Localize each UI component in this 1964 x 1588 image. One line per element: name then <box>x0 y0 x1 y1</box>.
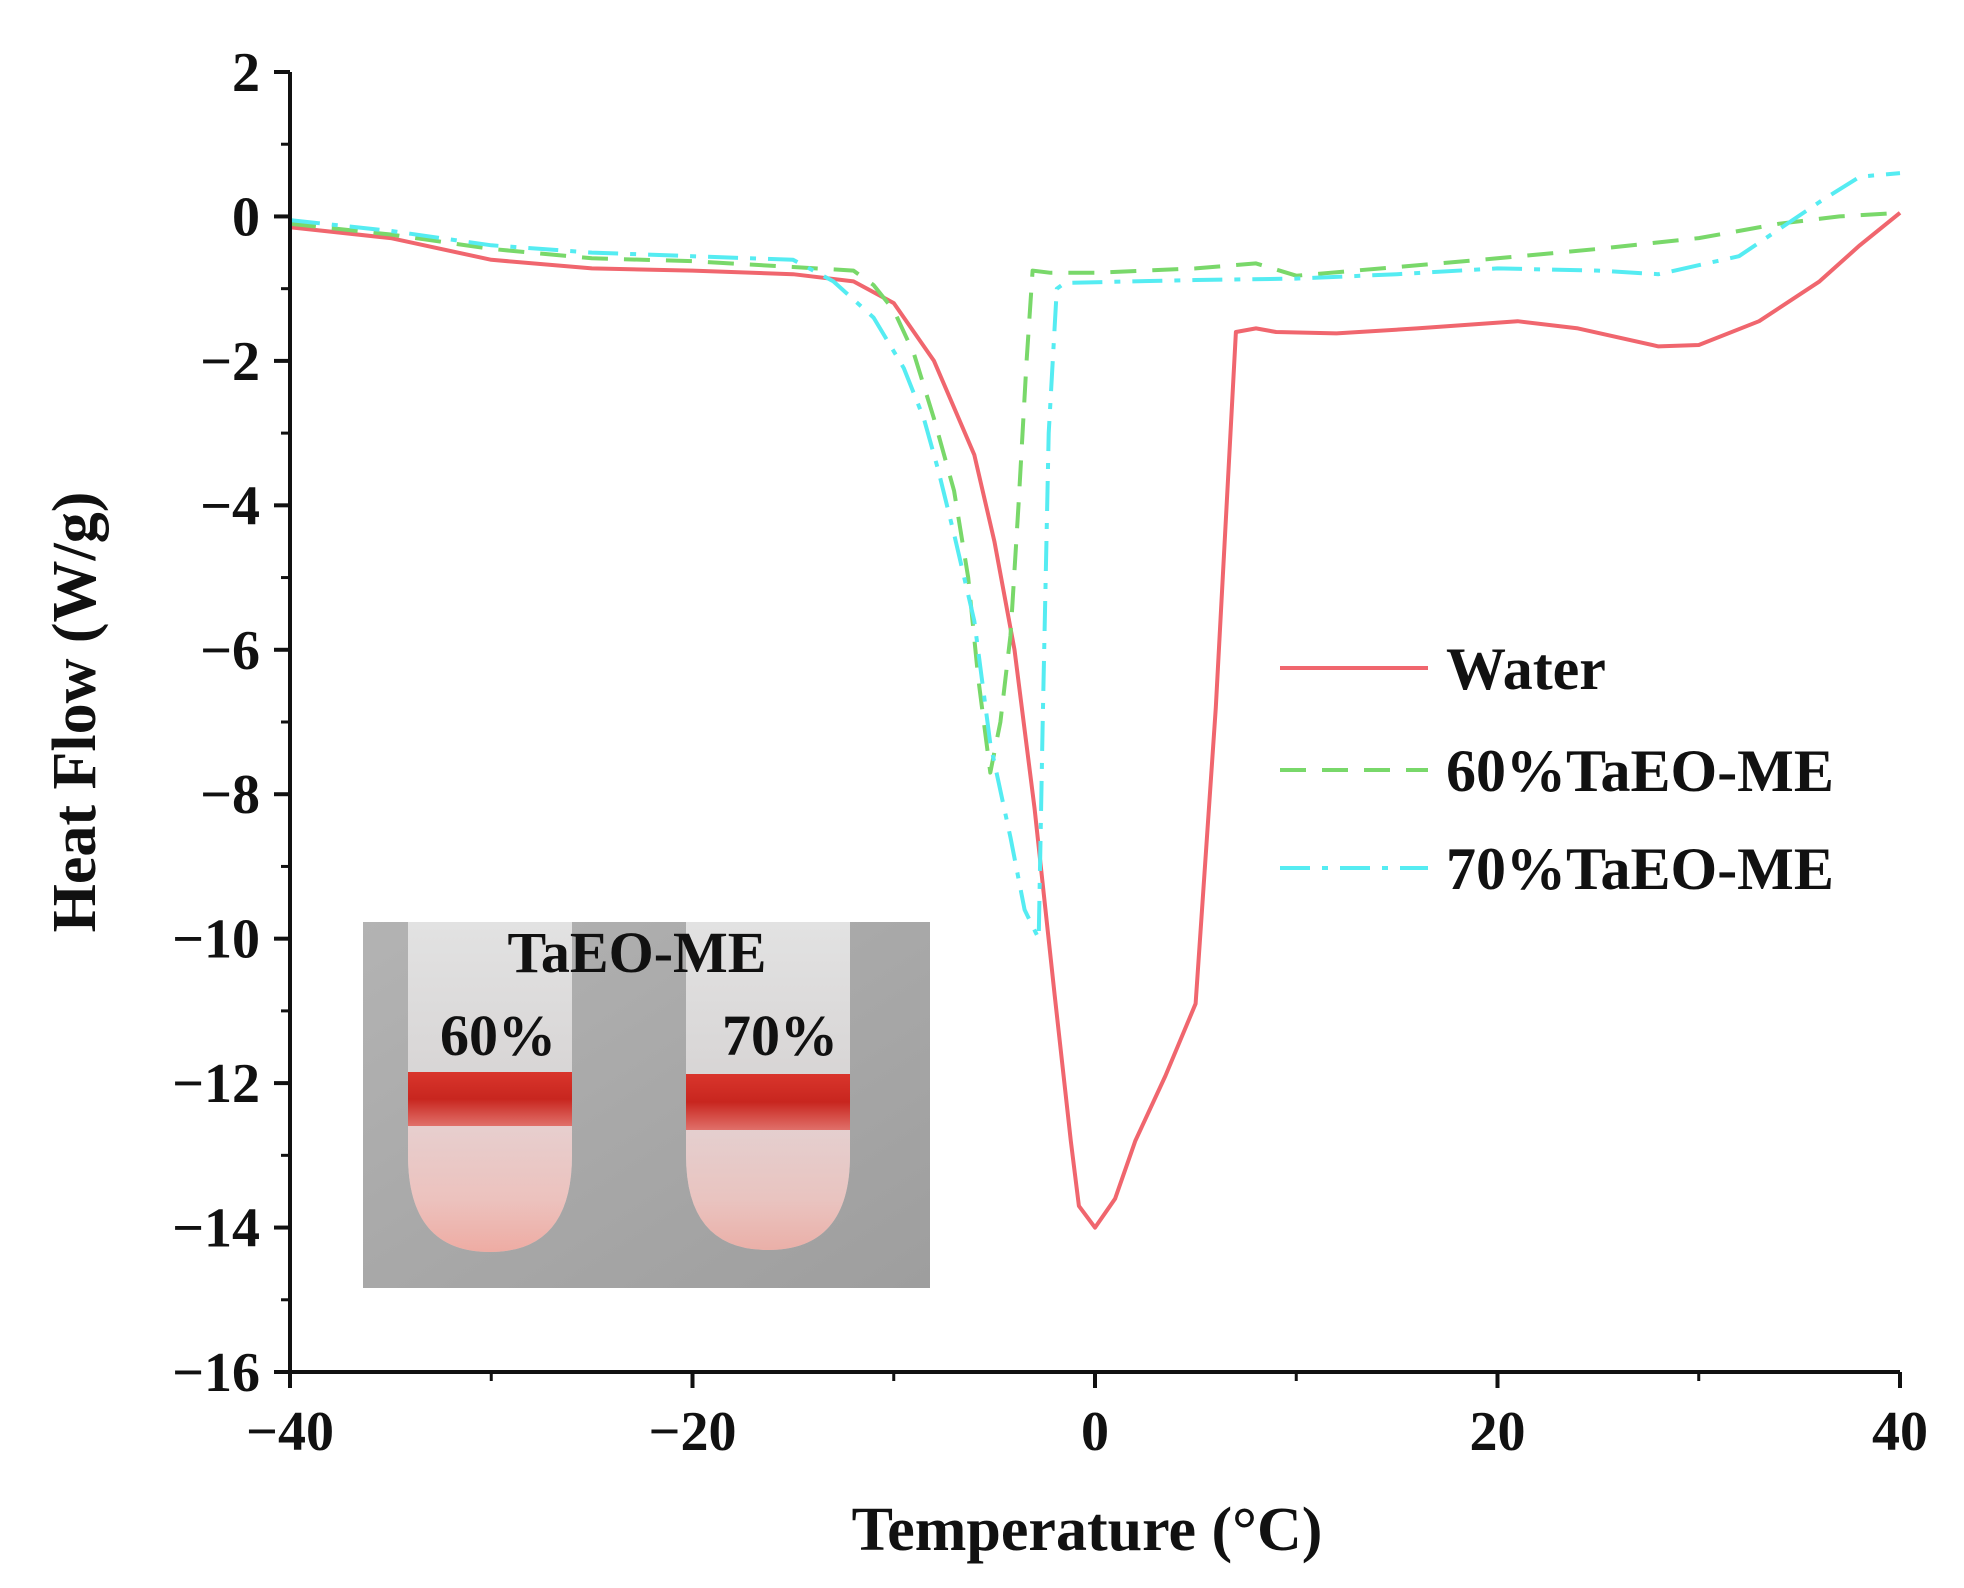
inset-photo: TaEO-ME 60% 70% <box>363 920 930 1288</box>
series-layer <box>289 171 1902 1230</box>
y-tick-label: −10 <box>172 909 260 971</box>
series-line-2 <box>289 171 1901 941</box>
legend-label-water: Water <box>1446 636 1606 702</box>
x-tick-label: −40 <box>246 1401 334 1463</box>
legend-label-60: 60%TaEO-ME <box>1446 738 1834 804</box>
tube-70-liquid <box>686 1125 850 1250</box>
y-tick-label: −2 <box>200 331 260 393</box>
legend: Water 60%TaEO-ME 70%TaEO-ME <box>1280 636 1834 902</box>
x-axis-title: Temperature (°C) <box>852 1496 1323 1564</box>
x-tick-label: 0 <box>1081 1401 1109 1463</box>
y-tick-label: −6 <box>200 620 260 682</box>
y-tick-label: 2 <box>232 42 260 104</box>
y-tick-label: 0 <box>232 186 260 248</box>
tube-60-band <box>408 1072 572 1126</box>
y-tick-label: −16 <box>172 1342 260 1404</box>
series-line-1 <box>289 210 1901 775</box>
inset-label-60: 60% <box>440 1003 556 1068</box>
y-tick-label: −8 <box>200 764 260 826</box>
legend-label-70: 70%TaEO-ME <box>1446 836 1834 902</box>
x-tick-label: 20 <box>1470 1401 1526 1463</box>
x-tick-label: −20 <box>649 1401 737 1463</box>
y-axis-title: Heat Flow (W/g) <box>41 492 109 933</box>
series-line-0 <box>289 211 1902 1230</box>
tube-60-liquid <box>408 1120 572 1252</box>
y-tick-label: −4 <box>200 475 260 537</box>
tube-70-band <box>686 1074 850 1130</box>
inset-label-70: 70% <box>722 1003 838 1068</box>
x-tick-label: 40 <box>1872 1401 1928 1463</box>
inset-title: TaEO-ME <box>508 920 767 985</box>
y-tick-label: −14 <box>172 1198 260 1260</box>
y-tick-label: −12 <box>172 1053 260 1115</box>
